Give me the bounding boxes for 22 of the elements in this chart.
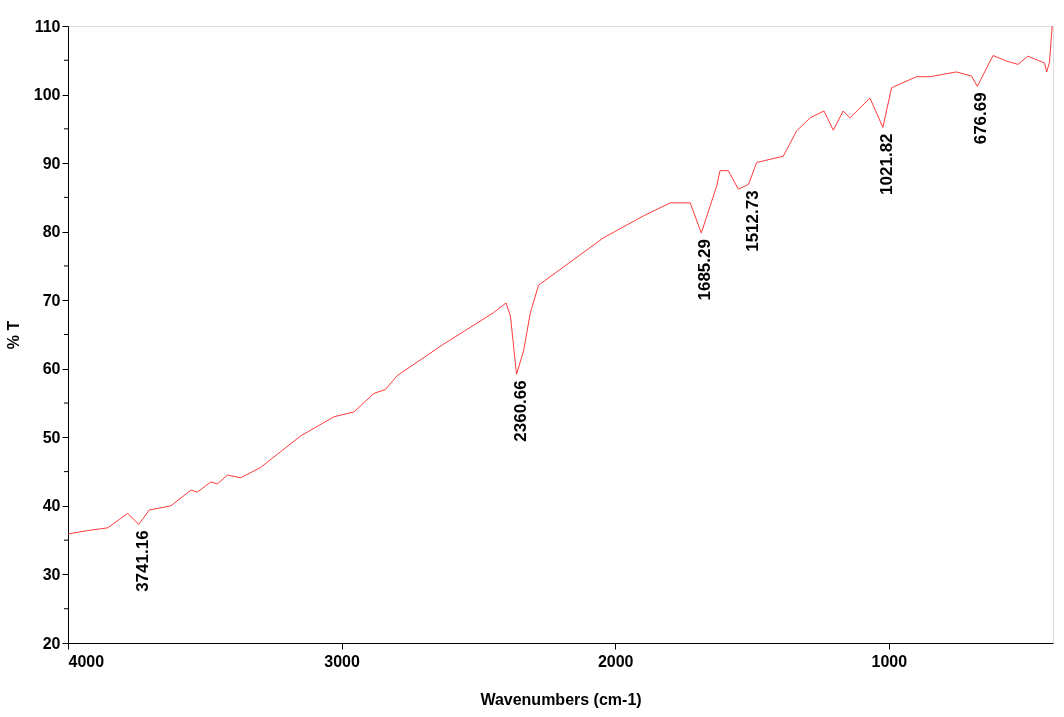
annotation: 3741.16	[132, 530, 152, 592]
y-tick-label: 50	[42, 428, 61, 446]
annotation: 1685.29	[695, 239, 715, 301]
y-axis-title: % T	[4, 320, 22, 350]
y-tick-label: 80	[42, 223, 61, 241]
x-tick-label: 2000	[597, 652, 634, 670]
y-tick-label: 20	[42, 634, 61, 652]
y-tick-label: 60	[42, 360, 61, 378]
annotation: 1021.82	[876, 133, 896, 195]
x-tick-label: 4000	[68, 652, 105, 670]
y-tick-label: 100	[33, 86, 61, 104]
x-tick-label: 1000	[871, 652, 908, 670]
annotation: 1512.73	[742, 190, 762, 252]
y-tick-label: 110	[34, 17, 61, 35]
y-tick-label: 30	[42, 565, 61, 583]
x-tick-label: 3000	[324, 652, 361, 670]
y-tick-label: 90	[42, 154, 61, 172]
x-axis-title: Wavenumbers (cm-1)	[480, 690, 642, 708]
y-tick-label: 70	[42, 291, 61, 309]
annotation: 2360.66	[510, 380, 530, 442]
y-tick-label: 40	[42, 497, 61, 515]
annotation: 676.69	[971, 92, 991, 145]
